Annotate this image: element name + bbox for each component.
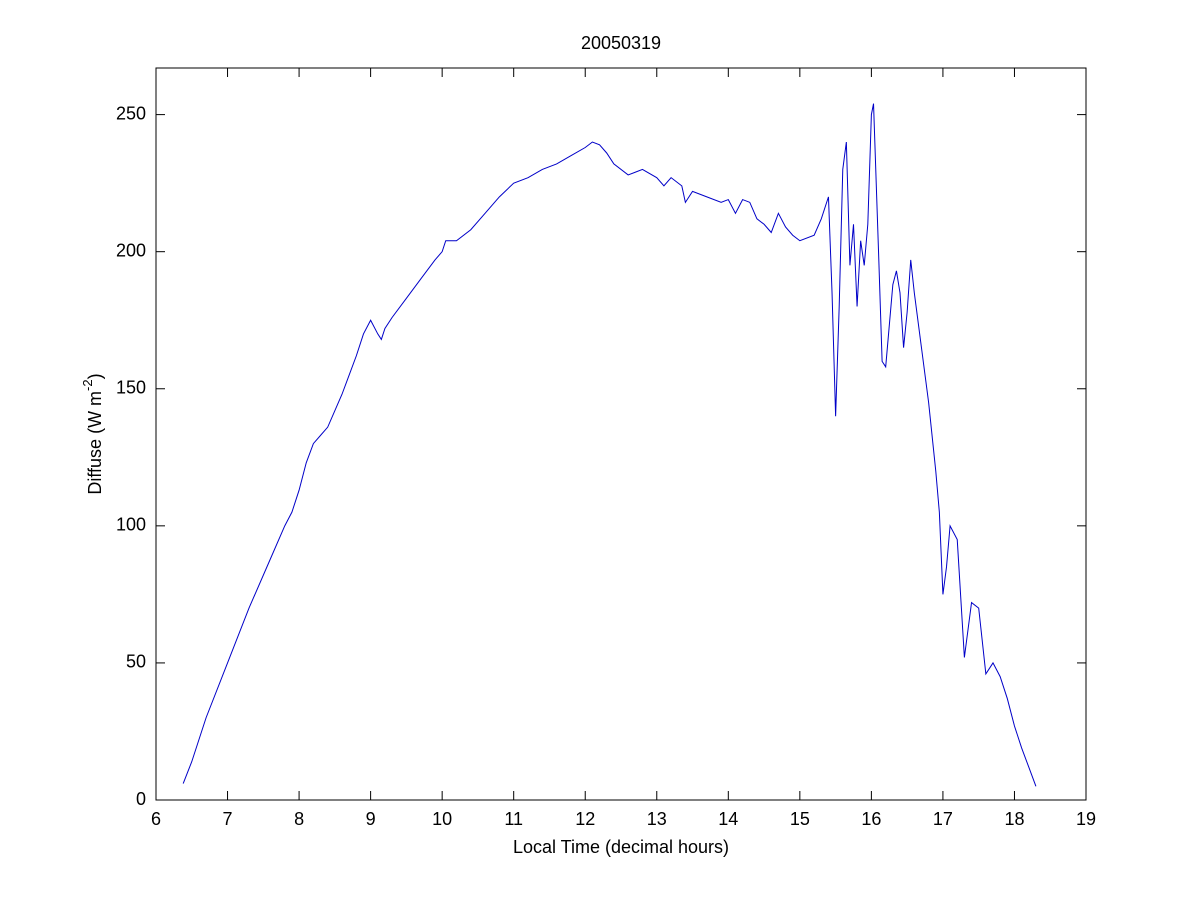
data-line — [182, 103, 1037, 787]
y-tick-label: 250 — [116, 103, 146, 123]
y-axis-label-sup: -2 — [80, 379, 95, 391]
x-tick-label: 8 — [294, 809, 304, 829]
y-tick-label: 200 — [116, 240, 146, 260]
y-tick-label: 100 — [116, 515, 146, 535]
x-tick-label: 9 — [366, 809, 376, 829]
chart-title: 20050319 — [581, 33, 661, 53]
x-tick-label: 17 — [933, 809, 953, 829]
x-tick-label: 18 — [1004, 809, 1024, 829]
x-tick-label: 10 — [432, 809, 452, 829]
y-tick-label: 0 — [136, 789, 146, 809]
x-tick-label: 16 — [861, 809, 881, 829]
plot-area — [155, 67, 1087, 801]
x-tick-label: 13 — [647, 809, 667, 829]
x-tick-label: 11 — [504, 809, 523, 829]
y-tick-label: 150 — [116, 378, 146, 398]
y-tick-label: 50 — [126, 652, 146, 672]
y-axis-label: Diffuse (W m-2) — [80, 373, 104, 494]
x-tick-label: 6 — [151, 809, 161, 829]
x-tick-label: 15 — [790, 809, 810, 829]
x-tick-label: 12 — [575, 809, 595, 829]
y-axis-label-end: ) — [85, 373, 105, 379]
x-tick-label: 7 — [223, 809, 233, 829]
x-axis-label: Local Time (decimal hours) — [513, 837, 729, 857]
x-tick-label: 14 — [718, 809, 738, 829]
x-tick-label: 19 — [1076, 809, 1096, 829]
y-axis-label-main: Diffuse (W m — [85, 391, 105, 495]
